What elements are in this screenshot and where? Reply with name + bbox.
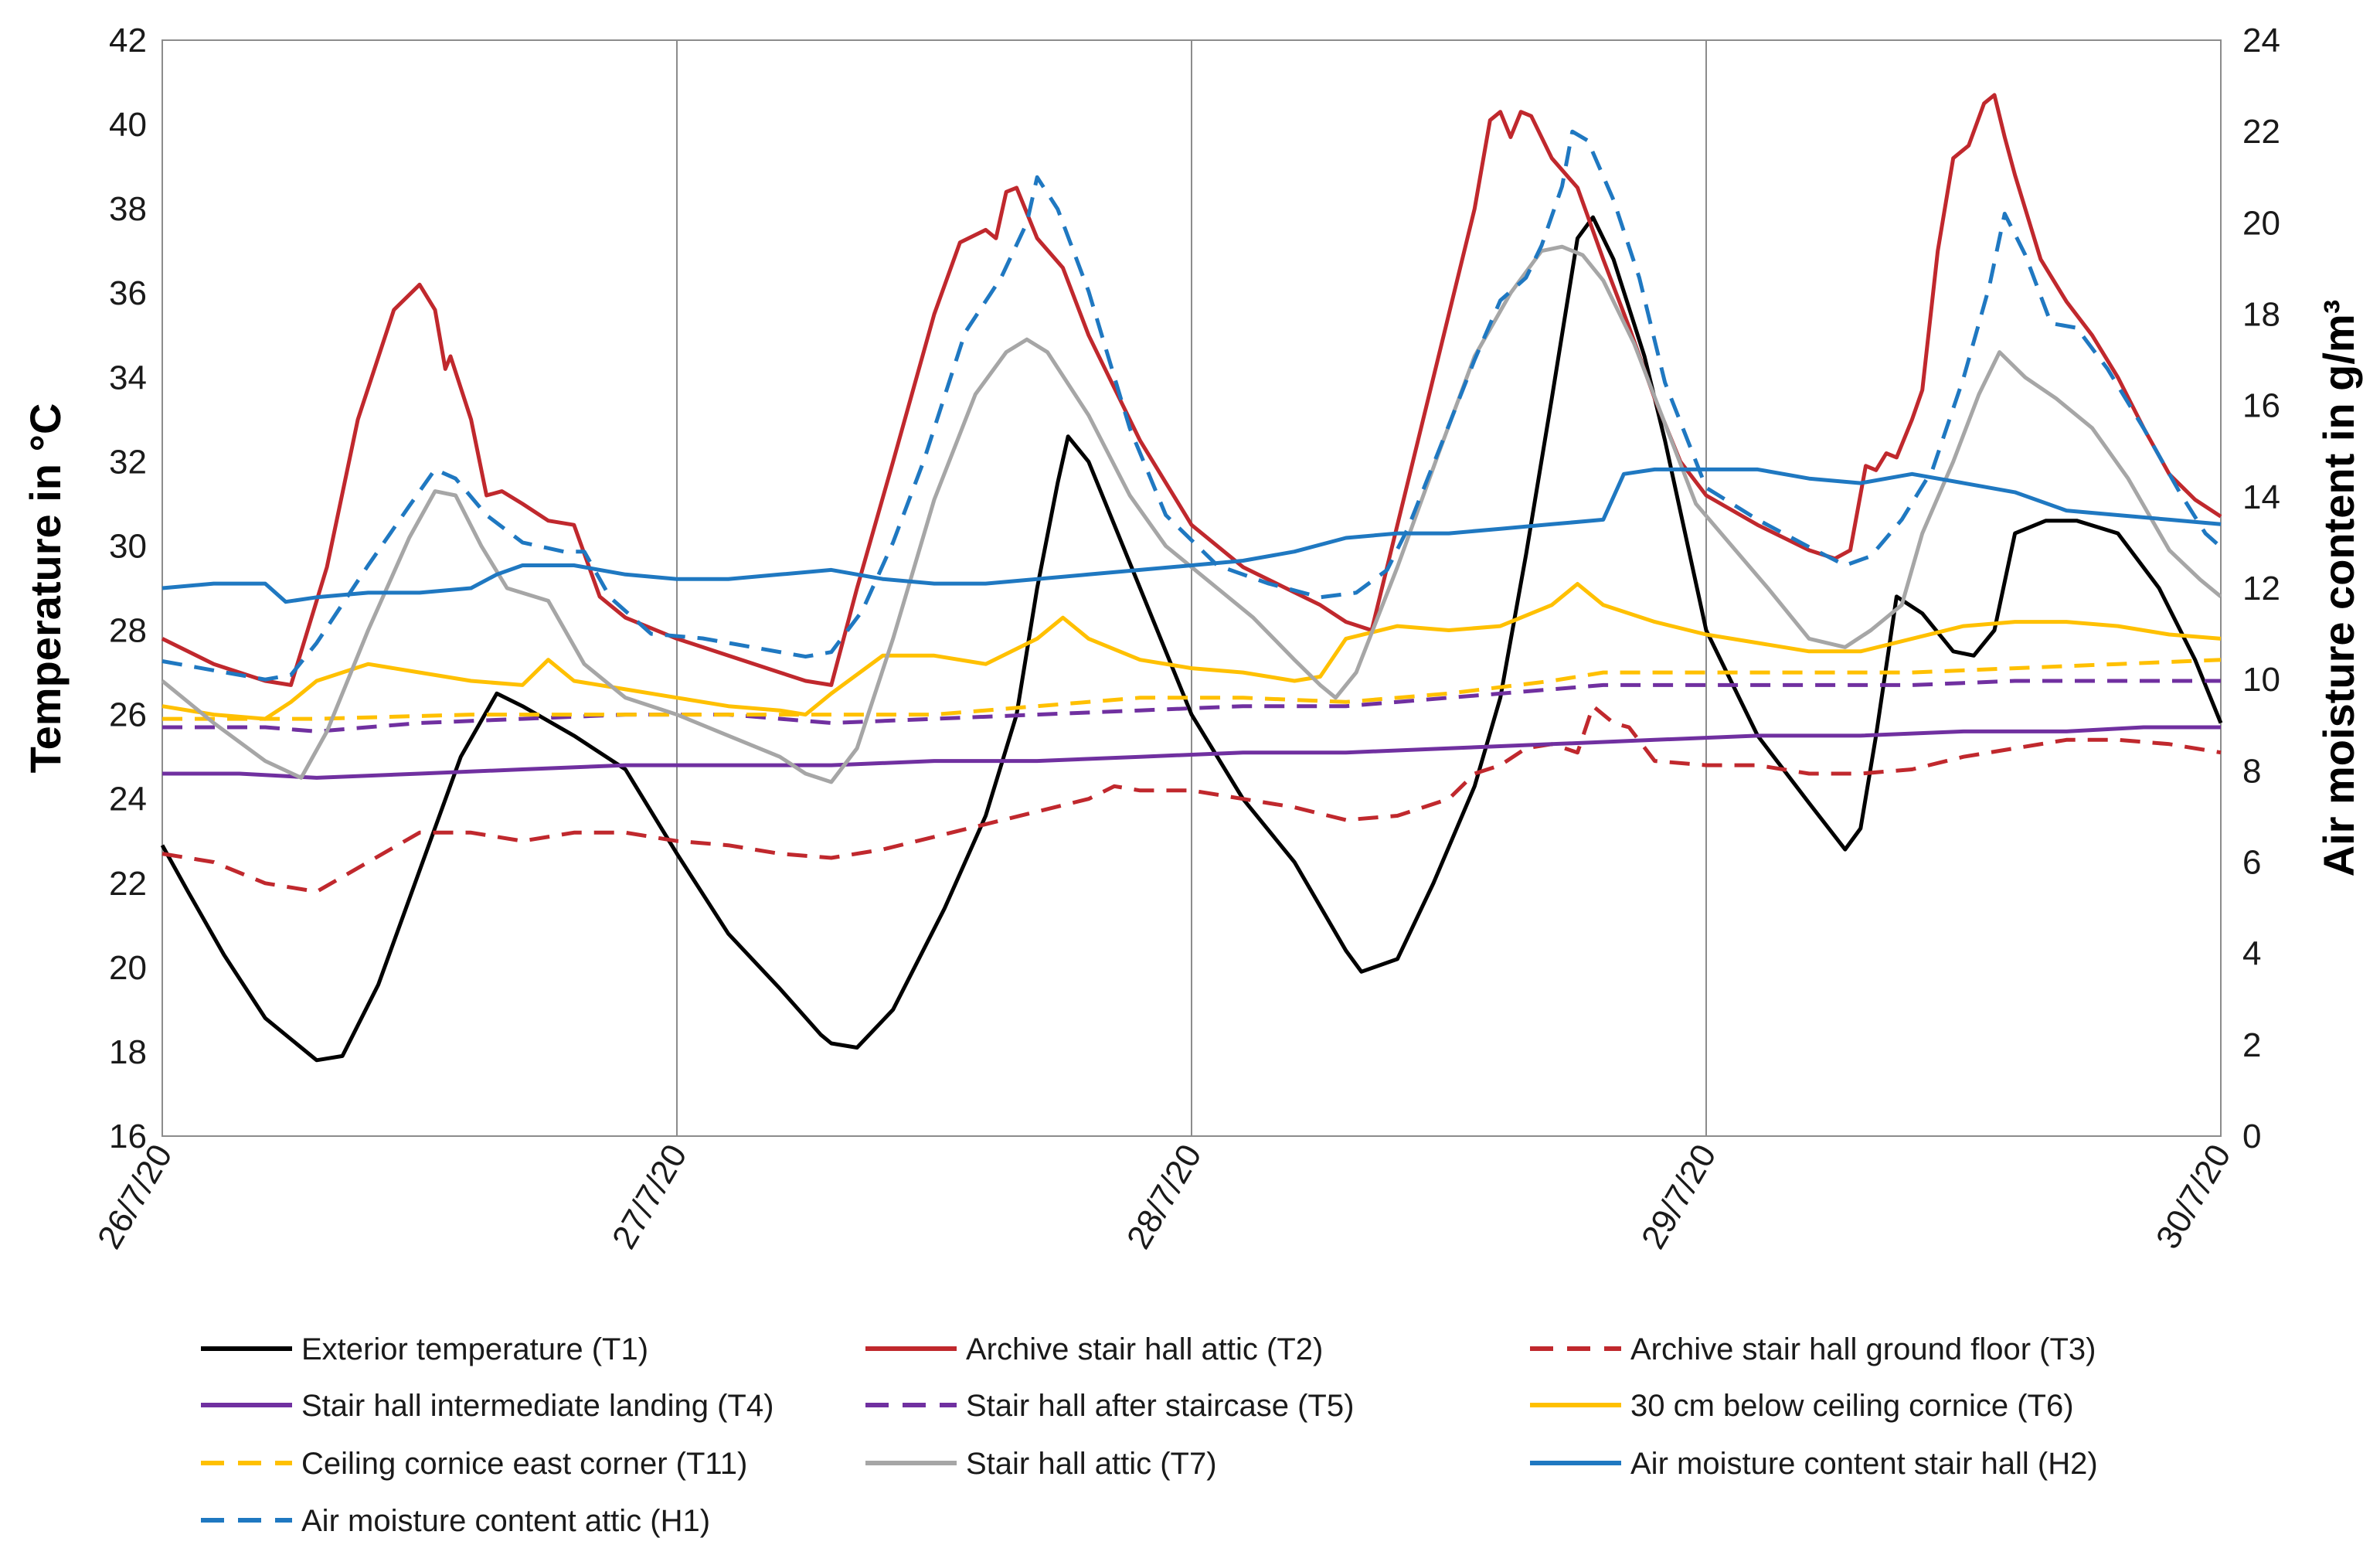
legend-label: Archive stair hall ground floor (T3) xyxy=(1630,1332,2096,1366)
legend-label: Air moisture content attic (H1) xyxy=(301,1504,710,1538)
x-tick-label: 30/7/20 xyxy=(2149,1138,2239,1256)
x-tick-label: 27/7/20 xyxy=(605,1138,695,1256)
series-line xyxy=(162,658,2222,721)
left-tick-label: 34 xyxy=(109,359,147,396)
left-tick-label: 36 xyxy=(109,274,147,312)
right-tick-label: 22 xyxy=(2242,113,2280,151)
right-tick-label: 24 xyxy=(2242,22,2280,60)
left-tick-label: 26 xyxy=(109,696,147,734)
left-tick-label: 20 xyxy=(109,949,147,987)
series-line xyxy=(162,582,2222,721)
x-tick-label: 28/7/20 xyxy=(1120,1138,1209,1256)
left-tick-label: 28 xyxy=(109,612,147,650)
left-tick-label: 18 xyxy=(109,1033,147,1071)
x-tick-label: 29/7/20 xyxy=(1634,1138,1724,1256)
legend-label: Stair hall after staircase (T5) xyxy=(966,1389,1354,1423)
legend-label: Exterior temperature (T1) xyxy=(301,1332,648,1366)
series-lines xyxy=(160,93,2223,1063)
right-tick-label: 12 xyxy=(2242,570,2280,607)
x-tick-label: 26/7/20 xyxy=(90,1138,180,1256)
series-line xyxy=(160,215,2223,1063)
right-tick-label: 6 xyxy=(2242,844,2261,882)
left-tick-label: 42 xyxy=(109,22,147,60)
left-tick-label: 22 xyxy=(109,865,147,903)
right-tick-label: 2 xyxy=(2242,1026,2261,1064)
series-line xyxy=(162,129,2222,682)
legend-label: Air moisture content stair hall (H2) xyxy=(1630,1447,2098,1481)
right-tick-label: 20 xyxy=(2242,204,2280,242)
legend-label: Archive stair hall attic (T2) xyxy=(966,1332,1323,1366)
right-tick-label: 8 xyxy=(2242,752,2261,790)
left-axis-title: Temperature in °C xyxy=(21,403,70,774)
right-tick-label: 18 xyxy=(2242,296,2280,334)
left-tick-label: 30 xyxy=(109,527,147,565)
right-axis-title: Air moisture content in g/m³ xyxy=(2314,300,2363,877)
right-tick-label: 16 xyxy=(2242,387,2280,425)
legend-label: Ceiling cornice east corner (T11) xyxy=(301,1447,747,1481)
series-line xyxy=(162,725,2221,780)
vertical-gridlines xyxy=(676,40,1707,1136)
right-tick-label: 4 xyxy=(2242,935,2261,973)
right-tick-label: 14 xyxy=(2242,478,2280,516)
legend-label: Stair hall attic (T7) xyxy=(966,1447,1217,1481)
left-tick-label: 32 xyxy=(109,443,147,481)
series-line xyxy=(162,679,2221,733)
right-tick-label: 10 xyxy=(2242,661,2280,699)
legend-label: Stair hall intermediate landing (T4) xyxy=(301,1389,774,1423)
left-tick-label: 24 xyxy=(109,781,147,818)
legend-label: 30 cm below ceiling cornice (T6) xyxy=(1630,1389,2074,1423)
legend: Exterior temperature (T1) Archive stair h… xyxy=(201,1332,2098,1538)
left-axis-ticks: 16 18 20 22 24 26 28 30 32 34 36 38 40 42 xyxy=(109,22,147,1155)
series-line xyxy=(162,467,2222,604)
left-tick-label: 40 xyxy=(109,106,147,144)
x-axis-ticks: 26/7/20 27/7/20 28/7/20 29/7/20 30/7/20 xyxy=(90,1138,2239,1256)
right-tick-label: 0 xyxy=(2242,1118,2261,1155)
left-tick-label: 16 xyxy=(109,1118,147,1155)
left-tick-label: 38 xyxy=(109,190,147,228)
series-line xyxy=(161,244,2222,784)
